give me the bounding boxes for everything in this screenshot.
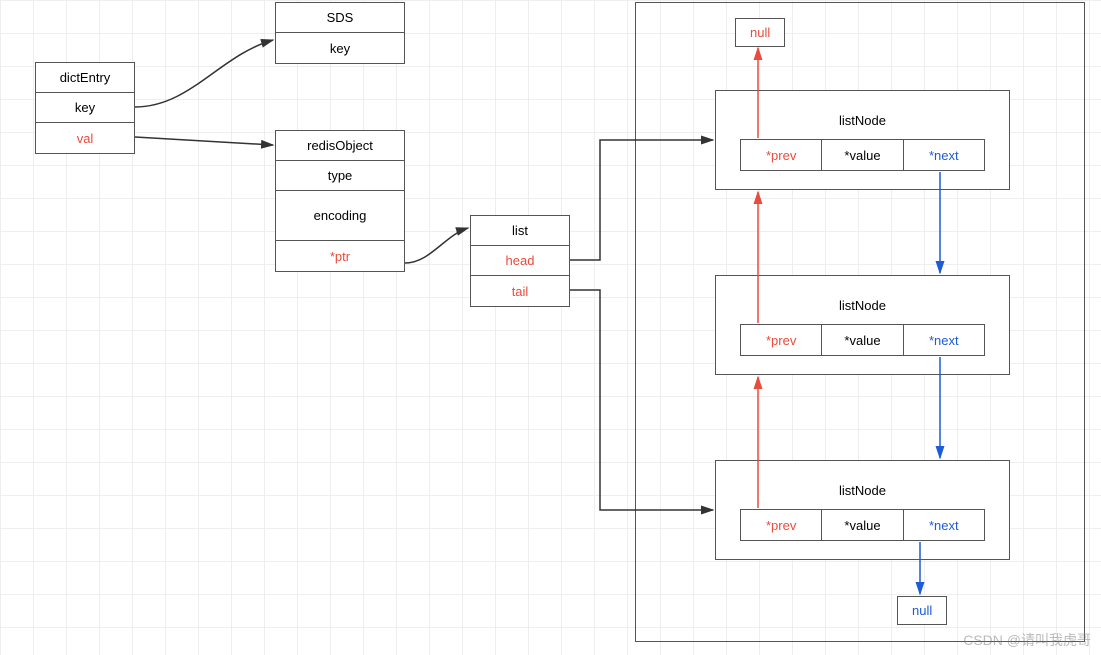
listnode-1: listNode *prev *value *next [715, 90, 1010, 190]
listnode-3-row: *prev *value *next [740, 509, 985, 541]
listnode-1-prev: *prev [741, 140, 822, 170]
null-top: null [735, 18, 785, 47]
listnode-2-next: *next [904, 325, 984, 355]
dictentry-box: dictEntry key val [35, 62, 135, 154]
redisobject-title: redisObject [276, 131, 404, 161]
watermark: CSDN @请叫我虎哥 [963, 630, 1091, 650]
listnode-2-row: *prev *value *next [740, 324, 985, 356]
listnode-3: listNode *prev *value *next [715, 460, 1010, 560]
redisobject-encoding: encoding [276, 191, 404, 241]
redisobject-type: type [276, 161, 404, 191]
redisobject-box: redisObject type encoding *ptr [275, 130, 405, 272]
dictentry-val: val [36, 123, 134, 153]
listnode-1-row: *prev *value *next [740, 139, 985, 171]
listnode-3-title: listNode [740, 477, 985, 505]
listnode-2-prev: *prev [741, 325, 822, 355]
listnode-2: listNode *prev *value *next [715, 275, 1010, 375]
sds-title: SDS [276, 3, 404, 33]
listnode-2-value: *value [822, 325, 903, 355]
redisobject-ptr: *ptr [276, 241, 404, 271]
listnode-1-value: *value [822, 140, 903, 170]
listnode-1-next: *next [904, 140, 984, 170]
list-head: head [471, 246, 569, 276]
sds-key: key [276, 33, 404, 63]
dictentry-key: key [36, 93, 134, 123]
list-box: list head tail [470, 215, 570, 307]
list-tail: tail [471, 276, 569, 306]
listnode-1-title: listNode [740, 107, 985, 135]
dictentry-title: dictEntry [36, 63, 134, 93]
list-title: list [471, 216, 569, 246]
listnode-3-next: *next [904, 510, 984, 540]
sds-box: SDS key [275, 2, 405, 64]
listnode-2-title: listNode [740, 292, 985, 320]
listnode-3-value: *value [822, 510, 903, 540]
null-bottom: null [897, 596, 947, 625]
listnode-3-prev: *prev [741, 510, 822, 540]
